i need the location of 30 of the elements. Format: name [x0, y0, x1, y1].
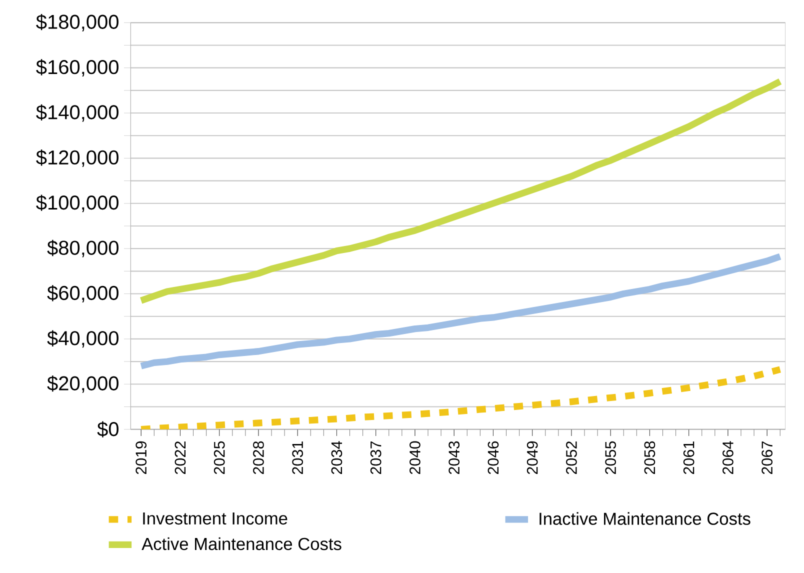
x-tick-label: 2058 — [644, 441, 656, 474]
x-tick-label: 2067 — [762, 441, 772, 474]
y-tick-label: $100,000 — [36, 194, 118, 212]
x-tick-label: 2043 — [448, 441, 460, 474]
legend-label: Inactive Maintenance Costs — [540, 512, 750, 525]
x-tick-label: 2028 — [253, 441, 264, 474]
x-tick-label: 2025 — [214, 441, 225, 474]
x-tick-label: 2034 — [331, 441, 342, 474]
x-tick-label: 2022 — [174, 441, 186, 474]
y-tick-label: $80,000 — [47, 240, 118, 258]
y-tick-label: $120,000 — [36, 149, 118, 167]
x-tick-label: 2046 — [488, 441, 499, 474]
x-tick-label: 2019 — [136, 441, 147, 474]
x-tick-label: 2052 — [566, 441, 577, 474]
legend-label: Active Maintenance Costs — [142, 537, 342, 550]
y-tick-label: $20,000 — [47, 375, 118, 393]
x-tick-label: 2049 — [526, 441, 538, 474]
x-tick-label: 2031 — [292, 441, 304, 474]
x-tick-label: 2055 — [605, 441, 616, 474]
x-tick-label: 2040 — [410, 441, 420, 474]
x-tick-label: 2061 — [683, 441, 694, 474]
x-tick-label: 2037 — [370, 441, 382, 474]
y-tick-label: $180,000 — [36, 14, 118, 32]
y-tick-label: $160,000 — [36, 59, 118, 76]
y-tick-label: $140,000 — [36, 104, 118, 122]
legend-label: Investment Income — [143, 512, 288, 524]
y-tick-label: $40,000 — [47, 330, 118, 348]
y-tick-label: $0 — [97, 421, 118, 438]
y-tick-label: $60,000 — [47, 284, 118, 302]
x-tick-label: 2064 — [722, 441, 734, 474]
